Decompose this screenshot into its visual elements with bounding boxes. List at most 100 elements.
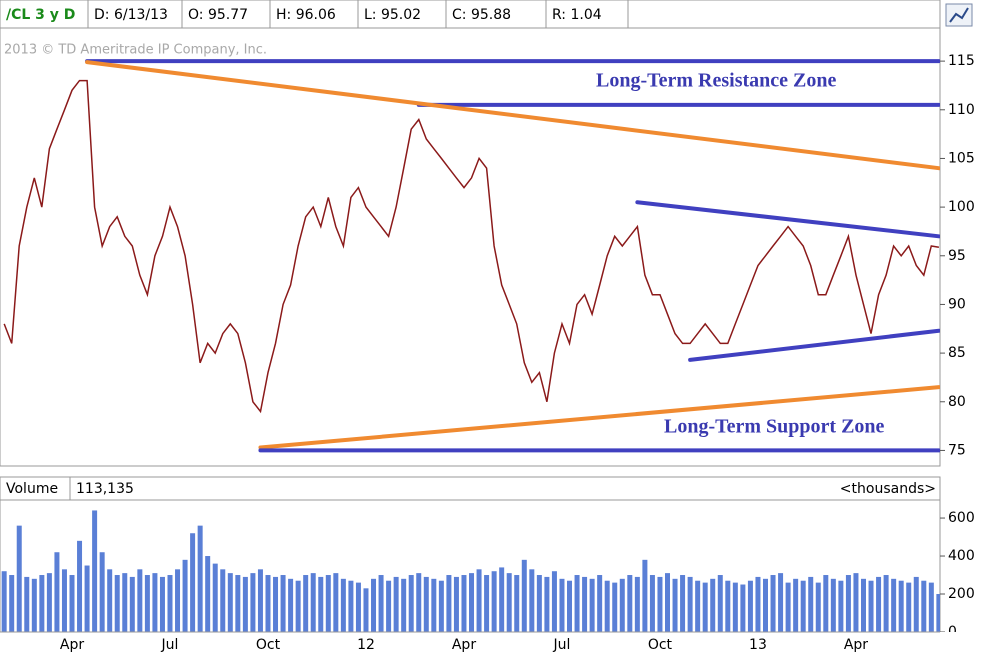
x-tick-label: Jul [553,637,571,653]
volume-bar [122,573,128,632]
volume-bar [627,575,633,632]
volume-bar [242,576,248,632]
volume-bar [574,575,580,632]
y-tick-label: 90 [948,296,966,312]
volume-bar [220,569,226,632]
volume-bar [295,580,301,632]
volume-bar [830,578,836,632]
volume-last: 113,135 [76,481,134,497]
volume-bar [461,575,467,632]
volume-bar [680,575,686,632]
volume-bar [257,569,263,632]
y-tick-label: 115 [948,53,975,69]
volume-bar [815,582,821,632]
volume-bar [167,575,173,632]
volume-bar [808,576,814,632]
volume-bar [92,510,98,632]
high: H: 96.06 [276,7,336,23]
volume-header [0,476,941,501]
volume-bar [9,575,15,632]
volume-bar [61,569,67,632]
volume-bar [612,582,618,632]
volume-bar [235,575,241,632]
y-tick-label: 110 [948,102,975,118]
volume-bar [250,573,256,632]
volume-bar [665,573,671,632]
trend-line [688,328,940,362]
volume-bar [348,580,354,632]
volume-bar [227,573,233,632]
volume-bar [484,575,490,632]
volume-bar [46,573,52,632]
volume-bar [469,573,475,632]
volume-bar [1,571,7,632]
volume-bar [408,575,414,632]
trend-line [635,200,940,239]
volume-bar [333,573,339,632]
volume-bar [453,576,459,632]
volume-bar [514,575,520,632]
volume-units: <thousands> [840,481,936,497]
volume-bar [39,575,45,632]
volume-bar [582,576,588,632]
volume-bar [273,576,279,632]
volume-bar [205,556,211,632]
volume-bar [732,582,738,632]
volume-bar [152,573,158,632]
volume-plot [1,510,940,632]
volume-bar [672,578,678,632]
date: D: 6/13/13 [94,7,168,23]
volume-bar [913,576,919,632]
volume-bar [559,578,565,632]
y-tick-label: 100 [948,199,975,215]
y-tick-label: 95 [948,248,966,264]
y-tick-label: 600 [948,510,975,526]
volume-bar [793,578,799,632]
price-axis: 75 80 85 90 95 100 105 110 115 [940,53,975,458]
volume-bar [159,576,165,632]
volume-bar [891,578,897,632]
symbol: /CL 3 y D [6,7,75,23]
price-line [3,79,940,414]
watermark: 2013 © TD Ameritrade IP Company, Inc. [4,43,267,58]
volume-bar [687,576,693,632]
volume-bar [770,575,776,632]
volume-bar [401,578,407,632]
volume-bar [845,575,851,632]
volume-bar [800,580,806,632]
volume-bar [212,563,218,632]
volume-bar [499,567,505,632]
volume-bar [521,559,527,632]
x-tick-label: Oct [648,637,673,653]
volume-bar [717,575,723,632]
close: C: 95.88 [452,7,511,23]
trend-line [258,385,940,450]
volume-bar [634,576,640,632]
volume-axis: 0200400600 [940,510,975,640]
volume-bar [710,578,716,632]
x-axis-strip [0,632,982,659]
volume-bar [325,575,331,632]
volume-bar [31,578,37,632]
header-bar: /CL 3 y D D: 6/13/13 O: 95.77 H: 96.06 L… [0,0,941,29]
volume-bar [280,575,286,632]
volume-bar [431,578,437,632]
volume-bar [898,580,904,632]
open: O: 95.77 [188,7,248,23]
volume-bar [340,578,346,632]
volume-bar [740,584,746,632]
volume-bar [355,582,361,632]
volume-bar [446,575,452,632]
volume-bar [175,569,181,632]
volume-bar [476,569,482,632]
volume-bar [144,575,150,632]
volume-bar [657,576,663,632]
volume-bar [378,575,384,632]
x-tick-label: Oct [256,637,281,653]
y-tick-label: 85 [948,345,966,361]
draw-tool-icon[interactable] [945,3,973,27]
annotation: Long-Term Resistance Zone [596,70,836,92]
volume-bar [860,578,866,632]
volume-bar [536,575,542,632]
volume-bar [491,571,497,632]
